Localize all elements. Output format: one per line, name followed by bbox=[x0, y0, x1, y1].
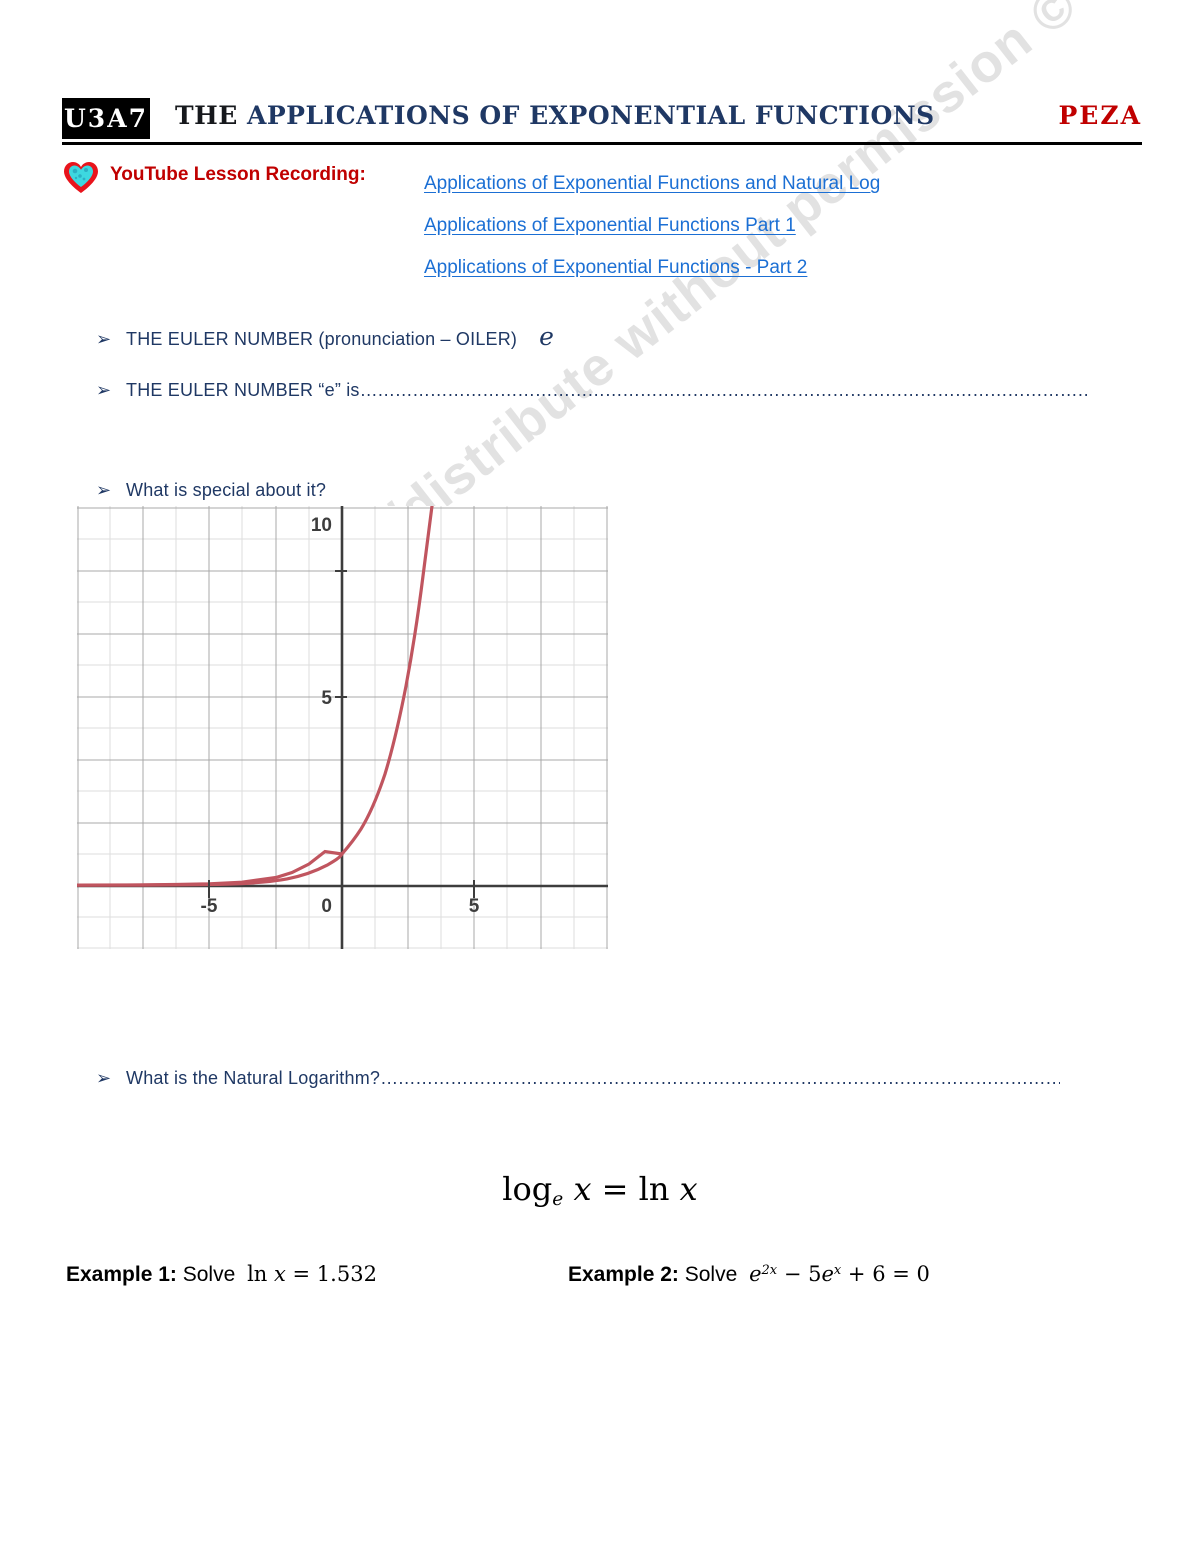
arrow-bullet-icon: ➢ bbox=[96, 1068, 112, 1088]
dotted-answer-line: …………………………………………………………………………………………………………… bbox=[359, 380, 1090, 400]
y-tick-label-5: 5 bbox=[321, 688, 332, 709]
x-tick-label-0: 0 bbox=[321, 896, 332, 917]
youtube-label: YouTube Lesson Recording: bbox=[110, 164, 366, 185]
exponential-curve-main bbox=[77, 506, 434, 887]
formula-log: log bbox=[502, 1170, 553, 1208]
x-tick-label-5: 5 bbox=[469, 896, 480, 917]
dotted-answer-line: …………………………………………………………………………………………………………… bbox=[380, 1068, 1060, 1088]
example-2-verb: Solve bbox=[678, 1263, 744, 1286]
example-1-verb: Solve bbox=[176, 1263, 242, 1286]
arrow-bullet-icon: ➢ bbox=[96, 329, 112, 349]
arrow-bullet-icon: ➢ bbox=[96, 480, 112, 500]
bullet-euler-definition: ➢ THE EULER NUMBER “e” is ……………………………………… bbox=[96, 380, 1090, 401]
page-title-main: APPLICATIONS OF EXPONENTIAL FUNCTIONS bbox=[246, 101, 935, 130]
youtube-link-2[interactable]: Applications of Exponential Functions Pa… bbox=[424, 215, 796, 236]
formula-rhs-var: x bbox=[679, 1170, 698, 1208]
bullet-natural-logarithm-label: What is the Natural Logarithm? bbox=[126, 1068, 381, 1088]
bullet-euler-number-label: THE EULER NUMBER (pronunciation – OILER) bbox=[126, 329, 518, 349]
page-title: THE APPLICATIONS OF EXPONENTIAL FUNCTION… bbox=[175, 101, 935, 130]
example-2-label: Example 2: bbox=[568, 1263, 679, 1286]
graph-svg: 10 5 -5 0 5 bbox=[77, 506, 608, 949]
youtube-link-1[interactable]: Applications of Exponential Functions an… bbox=[424, 173, 881, 194]
formula-ln: ln bbox=[638, 1170, 680, 1208]
example-1-label: Example 1: bbox=[66, 1263, 177, 1286]
page-title-prefix: THE bbox=[175, 101, 247, 130]
example-2-equation: e2x − 5ex + 6 = 0 bbox=[749, 1262, 930, 1286]
exponential-function-graph: 10 5 -5 0 5 bbox=[77, 506, 608, 949]
example-1: Example 1: Solve ln x = 1.532 bbox=[66, 1262, 377, 1287]
bullet-natural-logarithm: ➢ What is the Natural Logarithm? …………………… bbox=[96, 1068, 1060, 1089]
youtube-link-3[interactable]: Applications of Exponential Functions - … bbox=[424, 257, 808, 278]
bullet-what-is-special-label: What is special about it? bbox=[126, 480, 327, 500]
unit-code-badge: U3A7 bbox=[62, 98, 150, 139]
natural-log-identity: loge x = ln x bbox=[0, 1170, 1200, 1210]
document-header: U3A7 THE APPLICATIONS OF EXPONENTIAL FUN… bbox=[62, 98, 1142, 145]
bullet-euler-definition-label: THE EULER NUMBER “e” is bbox=[126, 380, 360, 400]
example-1-equation: ln x = 1.532 bbox=[247, 1262, 377, 1286]
y-tick-label-10: 10 bbox=[311, 515, 332, 536]
bullet-what-is-special: ➢ What is special about it? bbox=[96, 480, 326, 501]
bullet-euler-number: ➢ THE EULER NUMBER (pronunciation – OILE… bbox=[96, 322, 554, 351]
example-2: Example 2: Solve e2x − 5ex + 6 = 0 bbox=[568, 1262, 930, 1287]
x-tick-label-minus5: -5 bbox=[201, 896, 218, 917]
heart-icon bbox=[62, 160, 100, 194]
euler-symbol: e bbox=[539, 322, 554, 351]
brand-label: PEZA bbox=[1058, 101, 1142, 130]
formula-lhs-var: x bbox=[573, 1170, 592, 1208]
formula-base: e bbox=[552, 1189, 564, 1211]
formula-equals: = bbox=[591, 1170, 639, 1208]
tick-marks bbox=[208, 570, 475, 898]
arrow-bullet-icon: ➢ bbox=[96, 380, 112, 400]
